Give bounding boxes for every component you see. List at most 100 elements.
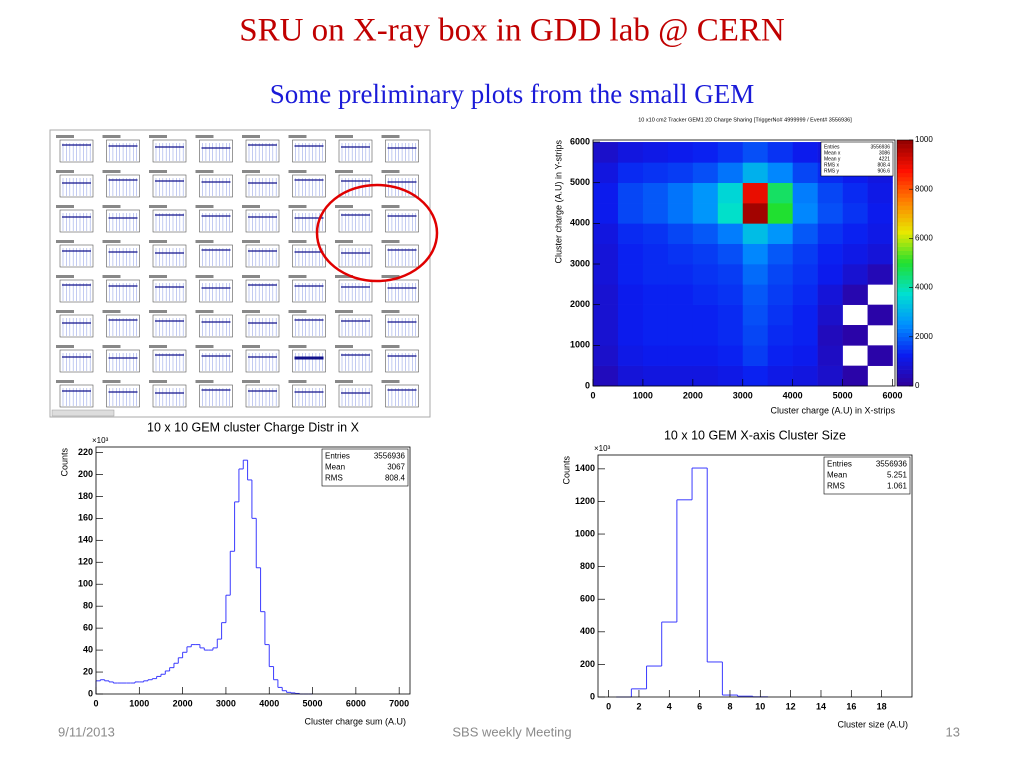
heat-cell xyxy=(692,304,719,326)
mini-plot-header xyxy=(288,135,307,138)
colorbar-step xyxy=(897,357,913,362)
heat-cell xyxy=(692,325,719,346)
colorbar-step xyxy=(897,324,913,329)
mini-plot-header xyxy=(335,310,353,313)
x-tick-label: 14 xyxy=(816,701,826,711)
heat-cell xyxy=(593,223,619,244)
mini-plot-header xyxy=(288,240,307,243)
stats-label: Mean y xyxy=(824,156,841,162)
heat-cell xyxy=(692,264,719,285)
heat-cell xyxy=(867,182,893,204)
axis-exponent: ×10³ xyxy=(92,436,109,445)
heat-cell xyxy=(792,325,818,346)
colorbar-step xyxy=(897,308,913,313)
x-tick-label: 12 xyxy=(786,701,796,711)
chart-title: 10 x 10 GEM X-axis Cluster Size xyxy=(664,428,846,442)
x-tick-label: 5000 xyxy=(303,698,323,708)
mini-plot-header xyxy=(242,135,260,138)
heat-cell xyxy=(817,304,843,326)
colorbar-step xyxy=(897,349,913,354)
x-tick-label: 4000 xyxy=(783,390,803,400)
heat-cell xyxy=(767,365,793,387)
mini-plot-header xyxy=(335,205,353,208)
heat-cell xyxy=(717,243,744,265)
y-tick-label: 4000 xyxy=(570,218,590,228)
heat-cell xyxy=(692,142,719,163)
mini-plot-header xyxy=(102,310,121,313)
stats-label: RMS xyxy=(827,482,845,491)
colorbar-step xyxy=(897,230,913,235)
heat-cell xyxy=(792,182,818,204)
heat-cell xyxy=(767,162,793,183)
heat-cell xyxy=(642,304,669,326)
x-tick-label: 2000 xyxy=(173,698,193,708)
mini-plot-header xyxy=(242,205,260,208)
mini-plot-header xyxy=(195,310,214,313)
heat-cell xyxy=(692,182,719,204)
heat-cell xyxy=(593,162,619,183)
status-bar xyxy=(51,409,115,417)
heat-cell xyxy=(867,264,893,285)
heat-cell xyxy=(667,162,694,183)
colorbar-step xyxy=(897,275,913,280)
mini-plot-header xyxy=(56,345,74,348)
mini-plot-header xyxy=(149,275,167,278)
mini-plot-header xyxy=(102,205,121,208)
mini-plot-header xyxy=(335,240,353,243)
mini-plot-header xyxy=(56,170,74,173)
heat-cell xyxy=(842,203,868,224)
heat-cell xyxy=(792,162,818,183)
colorbar-step xyxy=(897,271,913,276)
heat-cell xyxy=(593,264,619,285)
colorbar-step xyxy=(897,287,913,292)
stats-box xyxy=(823,456,911,495)
colorbar-step xyxy=(897,250,913,256)
colorbar-step xyxy=(897,377,913,383)
y-tick-label: 200 xyxy=(78,469,93,479)
heat-cell xyxy=(742,325,769,346)
heat-cell xyxy=(867,345,893,366)
highlight-ellipse xyxy=(315,183,439,283)
mini-plot-header xyxy=(56,135,74,138)
heat-cell xyxy=(767,223,793,244)
mini-plot-header xyxy=(102,275,121,278)
mini-plot-header xyxy=(56,205,74,208)
mini-plot-header xyxy=(149,170,167,173)
stats-label: Entries xyxy=(325,452,350,461)
colorbar-step xyxy=(897,226,913,231)
colorbar-step xyxy=(897,181,913,186)
heat-cell xyxy=(742,345,769,366)
heat-cell xyxy=(617,243,644,265)
mini-plot-header xyxy=(149,310,167,313)
heat-cell xyxy=(617,345,644,366)
heat-cell xyxy=(617,223,644,244)
slide-subtitle: Some preliminary plots from the small GE… xyxy=(270,79,754,109)
heat-cell xyxy=(867,304,893,326)
stats-label: Entries xyxy=(824,144,840,150)
heat-cell xyxy=(867,243,893,265)
heat-cell xyxy=(742,142,769,163)
heat-cell xyxy=(717,162,744,183)
heat-cell xyxy=(692,162,719,183)
x-tick-label: 16 xyxy=(846,701,856,711)
heat-cell xyxy=(842,365,868,387)
colorbar-step xyxy=(897,295,913,301)
heat-cell xyxy=(742,284,769,305)
stats-value: 4221 xyxy=(879,156,890,162)
mini-plot-header xyxy=(102,380,121,383)
colorbar-step xyxy=(897,283,913,288)
y-tick-label: 3000 xyxy=(570,258,590,268)
heat-cell xyxy=(767,325,793,346)
heat-cell xyxy=(742,264,769,285)
y-tick-label: 600 xyxy=(580,594,595,604)
heat-cell xyxy=(742,162,769,183)
colorbar-step xyxy=(897,168,913,174)
x-tick-label: 4000 xyxy=(259,698,279,708)
heat-cell xyxy=(717,142,744,163)
y-tick-label: 2000 xyxy=(570,299,590,309)
colorbar-step xyxy=(897,340,913,346)
mini-plot-header xyxy=(335,170,353,173)
heat-cell xyxy=(817,243,843,265)
stats-label: RMS x xyxy=(824,162,840,168)
stats-value: 5.251 xyxy=(887,471,908,480)
